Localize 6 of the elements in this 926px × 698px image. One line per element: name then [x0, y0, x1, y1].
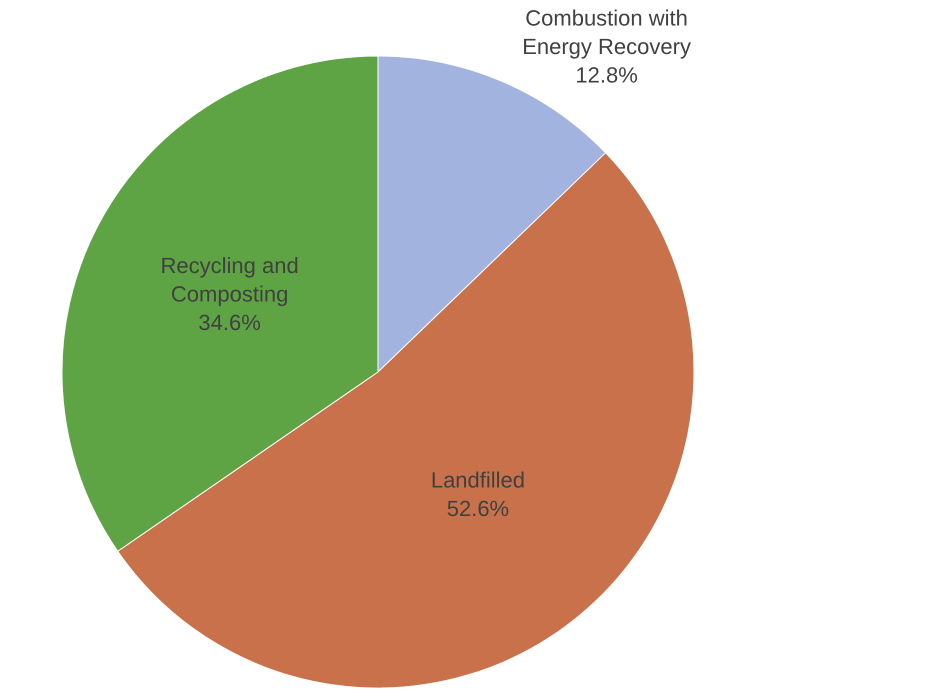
slice-label: Combustion with Energy Recovery — [522, 5, 691, 59]
data-label: 34.6% — [198, 310, 261, 336]
data-label: 12.8% — [575, 62, 638, 88]
slice-label: Landfilled — [430, 468, 526, 493]
slice-label: Recycling and Composting — [160, 252, 299, 307]
data-label: 52.6% — [446, 496, 510, 522]
